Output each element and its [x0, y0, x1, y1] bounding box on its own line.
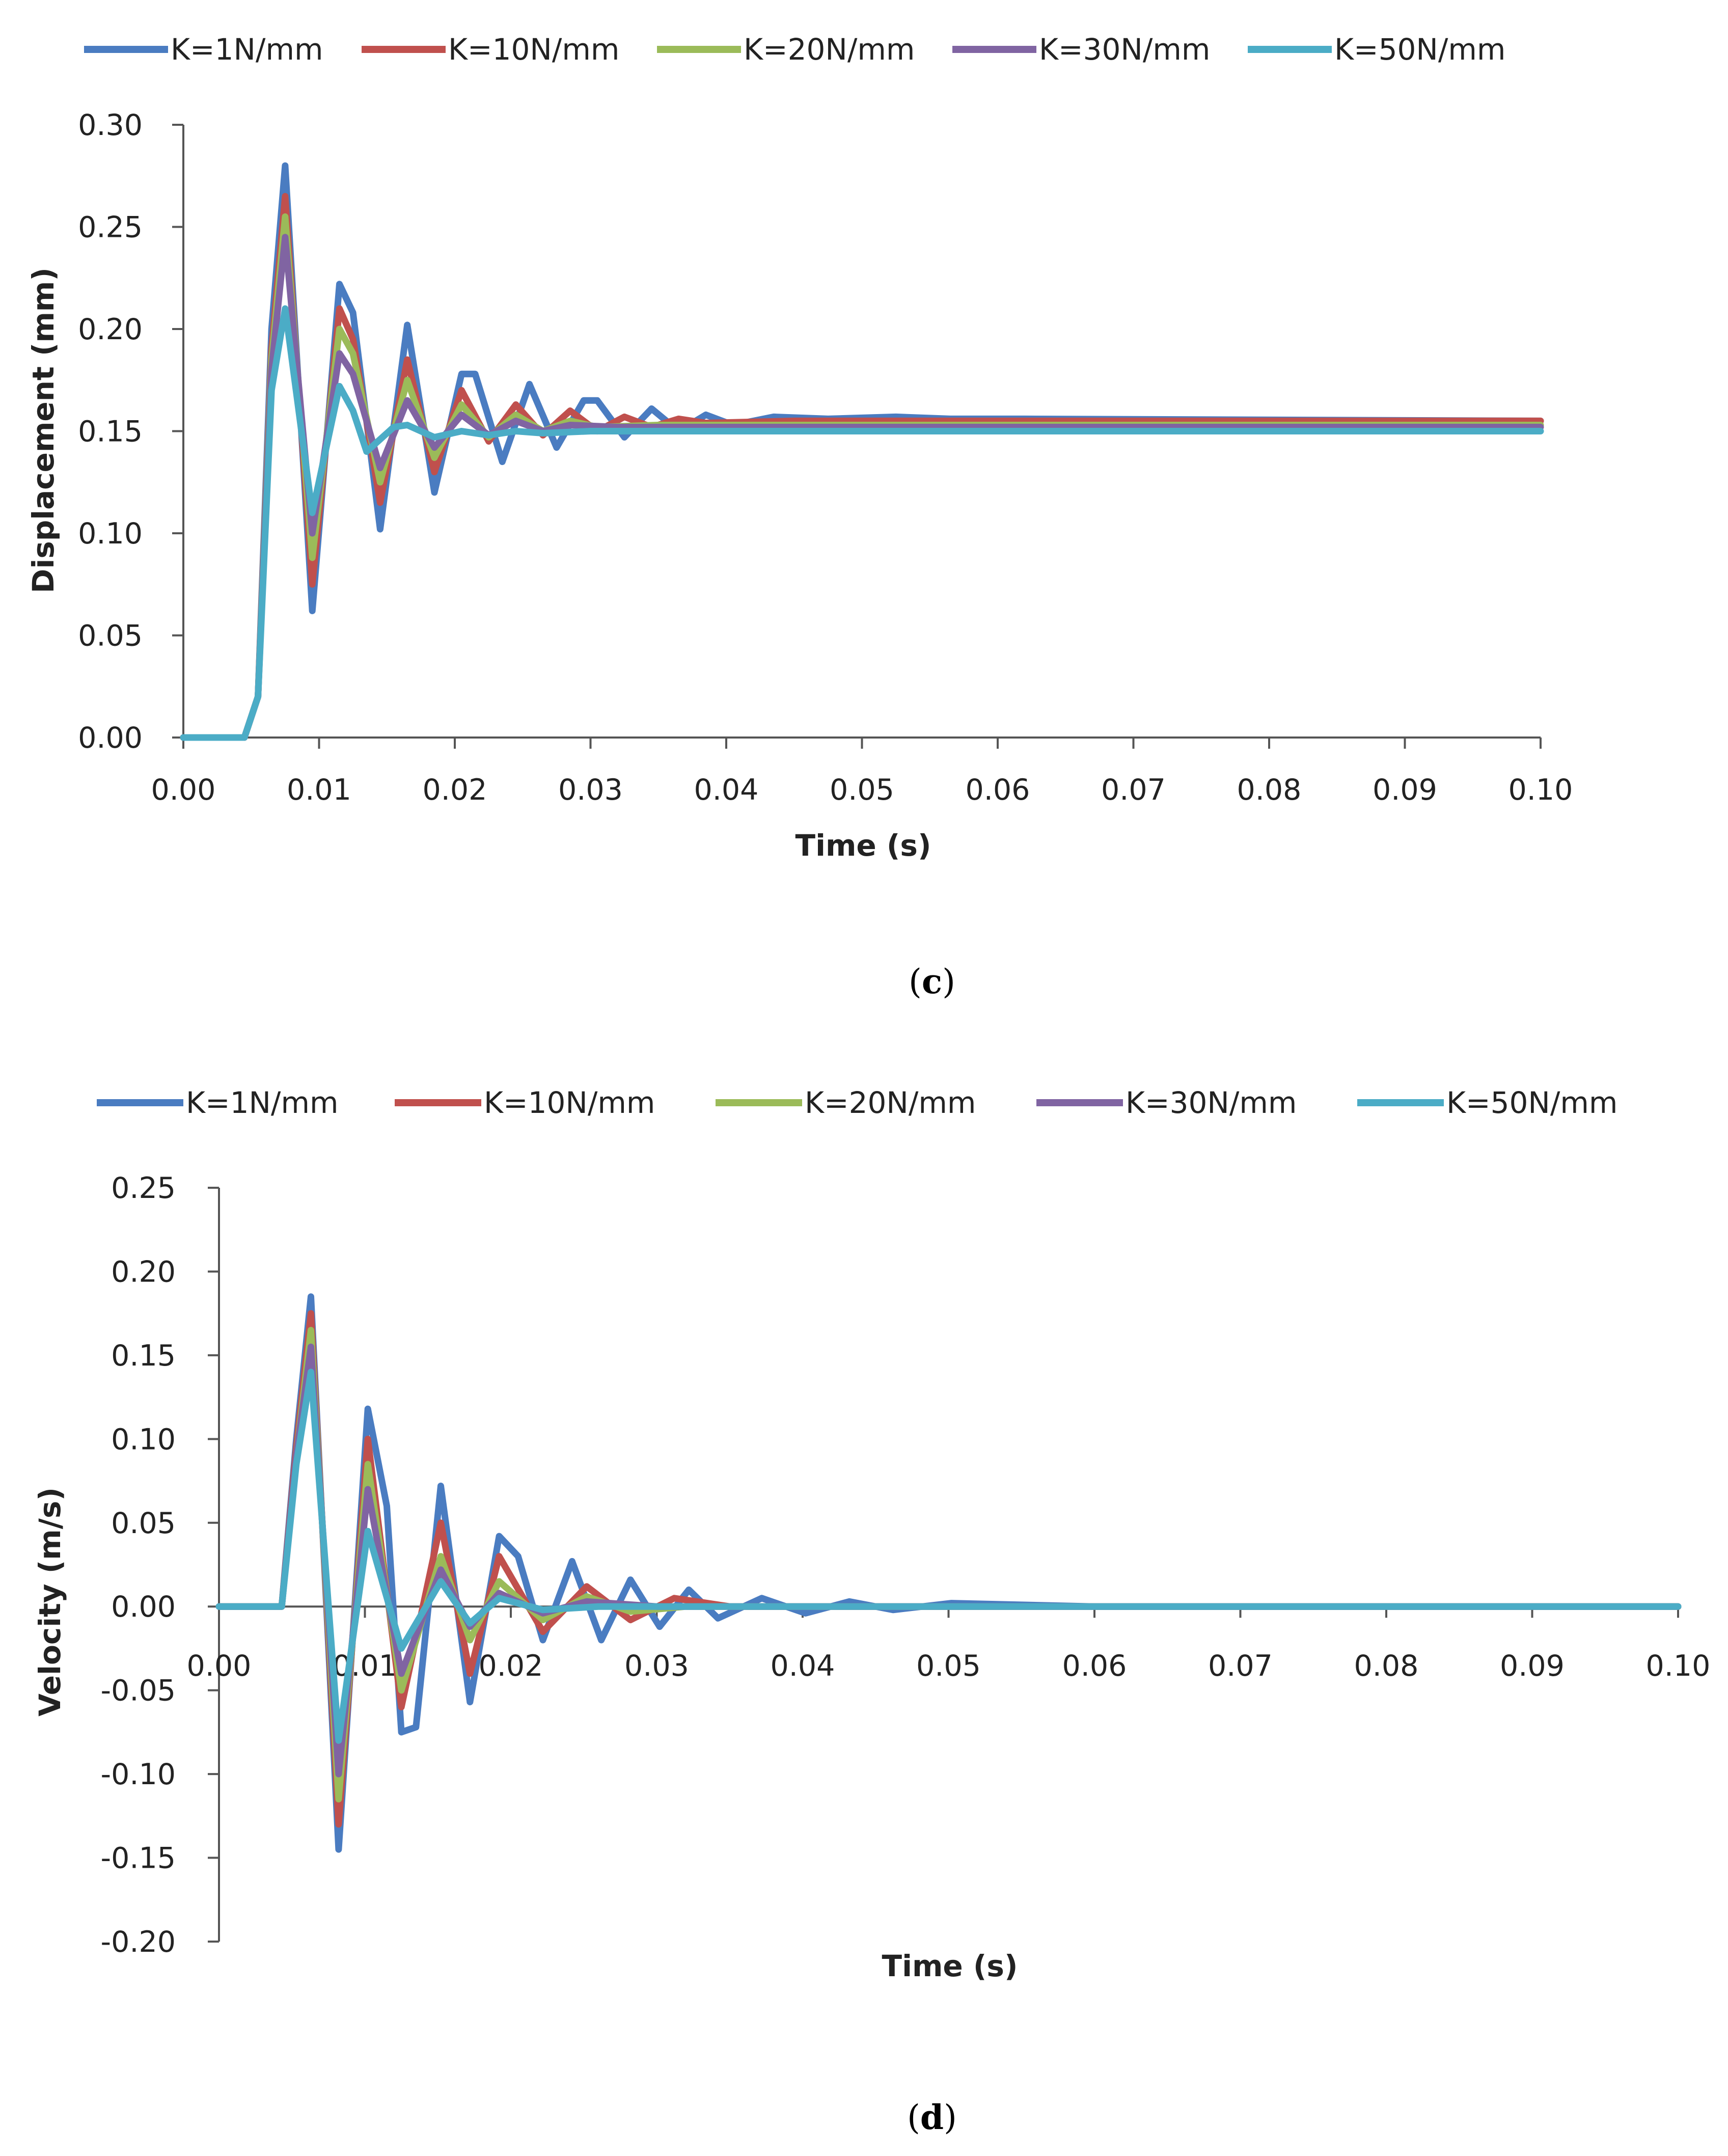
legend-label: K=1N/mm	[186, 1085, 338, 1120]
legend-entry-k30: K=30N/mm	[1036, 1085, 1297, 1120]
y-tick-label: -0.05	[101, 1674, 176, 1708]
x-tick-label: 0.09	[1373, 773, 1437, 807]
legend-label: K=50N/mm	[1446, 1085, 1617, 1120]
y-axis-title: Displacement (mm)	[26, 267, 61, 593]
legend-displacement: K=1N/mm K=10N/mm K=20N/mm K=30N/mm K=50N…	[84, 32, 1505, 67]
legend-entry-k10: K=10N/mm	[362, 32, 619, 67]
series-line-k20	[215, 1327, 1682, 1803]
x-tick-label: 0.06	[1062, 1649, 1127, 1683]
x-tick-label: 0.06	[966, 773, 1030, 807]
x-tick-label: 0.01	[287, 773, 351, 807]
legend-entry-k20: K=20N/mm	[657, 32, 915, 67]
y-tick-label: 0.10	[78, 517, 143, 551]
y-tick-label: 0.00	[111, 1590, 176, 1624]
x-tick-label: 0.07	[1208, 1649, 1273, 1683]
x-tick-label: 0.02	[479, 1649, 543, 1683]
y-tick-label: 0.20	[78, 313, 143, 346]
legend-entry-k20: K=20N/mm	[716, 1085, 976, 1120]
x-ticks: 0.00 0.01 0.02 0.03 0.04 0.05 0.06 0.07 0.08 0.09…	[187, 1606, 1711, 1683]
y-tick-label: 0.15	[111, 1339, 176, 1373]
x-tick-label: 0.08	[1237, 773, 1302, 807]
y-tick-label: 0.20	[111, 1255, 176, 1289]
legend-label: K=10N/mm	[448, 32, 619, 67]
legend-label: K=10N/mm	[484, 1085, 655, 1120]
y-ticks: 0.00 0.05 0.10 0.15 0.20 0.25 0.30	[78, 108, 183, 755]
x-axis-title: Time (s)	[796, 828, 931, 863]
y-tick-label: 0.25	[111, 1171, 176, 1205]
y-tick-label: 0.25	[78, 211, 143, 244]
x-ticks: 0.00 0.01 0.02 0.03 0.04 0.05 0.06 0.07 0.08 0.09…	[151, 738, 1573, 807]
legend-entry-k50: K=50N/mm	[1357, 1085, 1617, 1120]
caption-c: (c)	[909, 962, 955, 1001]
x-tick-label: 0.04	[694, 773, 759, 807]
x-tick-label: 0.03	[558, 773, 623, 807]
legend-entry-k1: K=1N/mm	[84, 32, 323, 67]
caption-letter: c	[922, 962, 942, 1001]
x-tick-label: 0.08	[1354, 1649, 1419, 1683]
x-tick-label: 0.10	[1508, 773, 1573, 807]
legend-entry-k10: K=10N/mm	[395, 1085, 655, 1120]
caption-letter: d	[920, 2097, 944, 2137]
x-tick-label: 0.09	[1500, 1649, 1565, 1683]
plot-area-displacement: 0.000.050.100.150.200.250.30 0.00 0.01 0.0…	[78, 108, 1573, 807]
x-tick-label: 0.02	[423, 773, 487, 807]
plot-area-velocity: -0.20 -0.15 -0.10 -0.05 0.00 0.05 0.10 0.15 0.20…	[101, 1171, 1711, 1959]
y-tick-label: 0.30	[78, 108, 143, 142]
series-line-k50	[180, 305, 1544, 741]
legend-label: K=1N/mm	[171, 32, 323, 67]
x-tick-label: 0.07	[1101, 773, 1166, 807]
y-ticks: -0.20 -0.15 -0.10 -0.05 0.00 0.05 0.10 0.15 0.20…	[101, 1171, 219, 1959]
y-tick-label: -0.10	[101, 1758, 176, 1791]
legend-label: K=30N/mm	[1039, 32, 1210, 67]
x-tick-label: 0.01	[333, 1649, 397, 1683]
legend-entry-k30: K=30N/mm	[952, 32, 1210, 67]
x-tick-label: 0.00	[151, 773, 216, 807]
chart-velocity: K=1N/mm K=10N/mm K=20N/mm K=30N/mm K=50N…	[33, 1085, 1710, 2137]
y-tick-label: 0.05	[111, 1507, 176, 1540]
y-tick-label: 0.00	[78, 721, 143, 755]
x-tick-label: 0.10	[1646, 1649, 1711, 1683]
series-group	[180, 162, 1544, 741]
x-axis-title: Time (s)	[882, 1949, 1018, 1983]
legend-entry-k50: K=50N/mm	[1248, 32, 1505, 67]
x-tick-label: 0.00	[187, 1649, 252, 1683]
caption-d: (d)	[907, 2097, 957, 2137]
y-axis-title: Velocity (m/s)	[33, 1487, 67, 1716]
y-tick-label: 0.10	[111, 1423, 176, 1456]
y-tick-label: 0.15	[78, 415, 143, 449]
legend-velocity: K=1N/mm K=10N/mm K=20N/mm K=30N/mm K=50N…	[97, 1085, 1617, 1120]
legend-label: K=20N/mm	[805, 1085, 976, 1120]
x-tick-label: 0.05	[830, 773, 894, 807]
legend-label: K=30N/mm	[1126, 1085, 1297, 1120]
series-group	[215, 1293, 1682, 1853]
x-tick-label: 0.03	[624, 1649, 689, 1683]
y-tick-label: -0.15	[101, 1842, 176, 1875]
chart-displacement: K=1N/mm K=10N/mm K=20N/mm K=30N/mm K=50N…	[26, 32, 1573, 1001]
legend-entry-k1: K=1N/mm	[97, 1085, 338, 1120]
x-tick-label: 0.04	[771, 1649, 835, 1683]
series-line-k50	[215, 1369, 1682, 1744]
y-tick-label: 0.05	[78, 619, 143, 653]
x-tick-label: 0.05	[916, 1649, 981, 1683]
y-tick-label: -0.20	[101, 1925, 176, 1959]
legend-label: K=50N/mm	[1334, 32, 1505, 67]
legend-label: K=20N/mm	[744, 32, 915, 67]
